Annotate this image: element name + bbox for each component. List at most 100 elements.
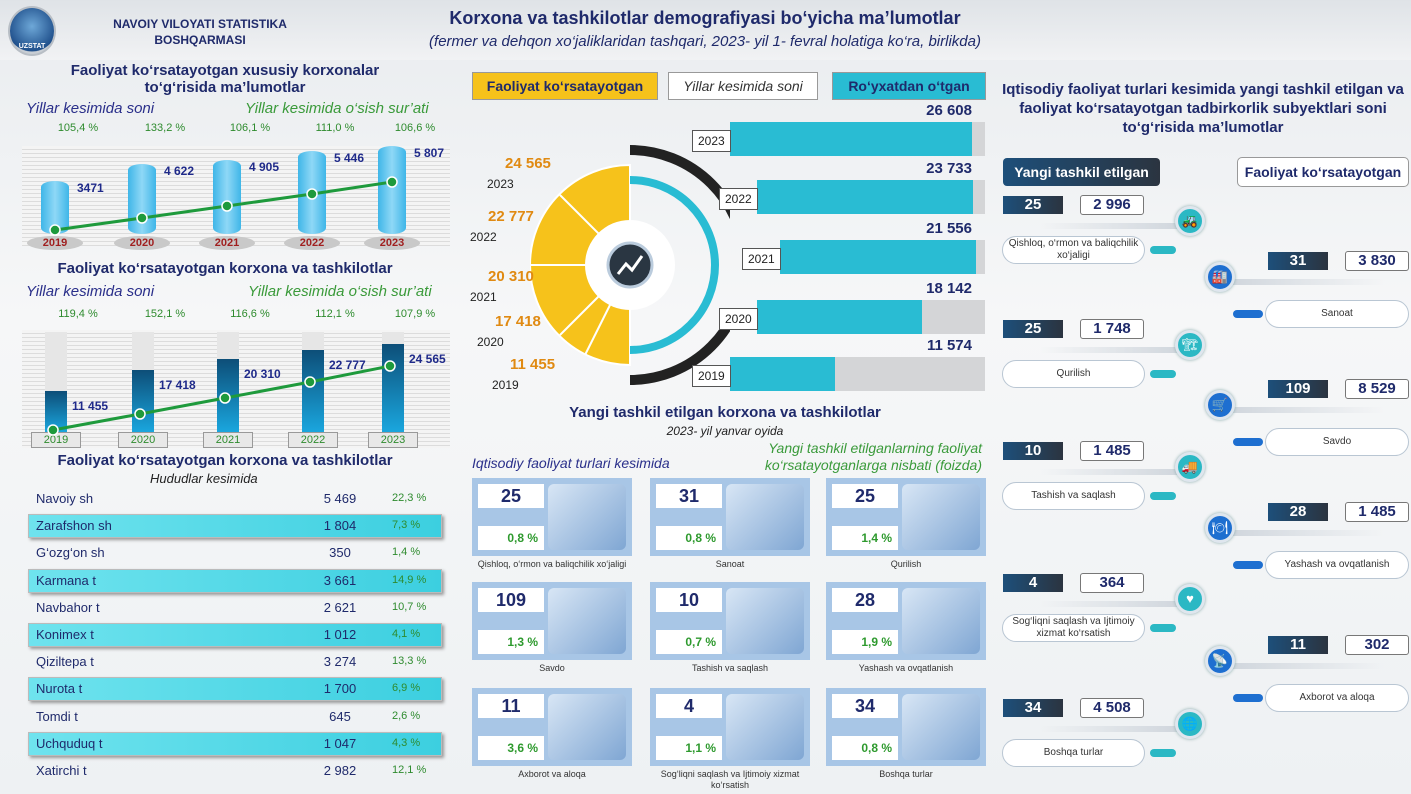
new-count: 11 (1268, 636, 1328, 654)
active-year: 2021 (470, 290, 497, 304)
bar-value: 5 807 (414, 146, 445, 160)
sector-card[interactable]: 4 1,1 % (650, 688, 810, 766)
year-label: 2022 (288, 432, 338, 448)
tab-years[interactable]: Yillar kesimida soni (668, 72, 818, 100)
active-title: Faoliyat ko‘rsatayotgan korxona va tashk… (57, 260, 393, 277)
connector-pill (1233, 561, 1263, 569)
sector-label: Savdo (539, 663, 565, 673)
factory-icon: 🏭 (1205, 262, 1235, 292)
region-value: 645 (329, 708, 351, 724)
new-count: 34 (832, 694, 898, 718)
ratio-pct: 1,3 % (478, 630, 544, 654)
year-label: 2023 (368, 432, 418, 448)
new-count: 28 (832, 588, 898, 612)
tab-active[interactable]: Faoliyat ko‘rsatayotgan (472, 72, 658, 100)
new-count: 31 (1268, 252, 1328, 270)
header-active: Faoliyat ko‘rsatayotgan (1237, 157, 1409, 187)
ratio-pct: 0,7 % (656, 630, 722, 654)
header-new: Yangi tashkil etilgan (1003, 158, 1160, 186)
region-name: Uchquduq t (36, 735, 103, 751)
region-value: 1 804 (323, 518, 357, 534)
new-title: Yangi tashkil etilgan korxona va tashkil… (569, 404, 881, 421)
connector-pill (1233, 310, 1263, 318)
sector-card[interactable]: 25 0,8 % (472, 478, 632, 556)
year-base: 2023 (364, 236, 420, 250)
sector-card[interactable]: 28 1,9 % (826, 582, 986, 660)
sector-label: Sog‘liqni saqlash va Ijtimoiy xizmat ko‘… (1002, 614, 1145, 642)
truck-icon: 🚚 (1175, 452, 1205, 482)
bar-value: 24 565 (409, 352, 446, 366)
sector-label: Tashish va saqlash (1002, 482, 1145, 510)
year-label: 2019 (692, 365, 731, 387)
new-count: 25 (832, 484, 898, 508)
region-name: G‘ozg‘on sh (36, 545, 105, 561)
cylinder-bar (378, 146, 406, 234)
connector-pill (1150, 246, 1176, 254)
fan-dividers (530, 194, 631, 356)
sector-card[interactable]: 31 0,8 % (650, 478, 810, 556)
cylinder-bar (298, 151, 326, 234)
ratio-pct: 0,8 % (832, 736, 898, 760)
globe-icon: 🌐 (1175, 709, 1205, 739)
table-row (28, 568, 442, 593)
sector-illustration-icon (902, 694, 980, 760)
ratio-pct: 1,4 % (832, 526, 898, 550)
fan-chart (530, 145, 730, 385)
bar-value: 20 310 (244, 367, 281, 381)
active-count: 2 996 (1080, 195, 1144, 215)
region-pct: 4,3 % (392, 736, 421, 749)
active-value: 22 777 (488, 208, 534, 225)
connector (1040, 601, 1185, 607)
new-count: 10 (1003, 442, 1063, 460)
connector-pill (1150, 492, 1176, 500)
new-count: 28 (1268, 503, 1328, 521)
active-count: 3 830 (1345, 251, 1409, 271)
crane-icon: 🏗 (1175, 330, 1205, 360)
table-row (28, 677, 442, 702)
growth-rate: 133,2 % (144, 122, 186, 134)
region-name: Tomdi t (36, 708, 78, 724)
org-name: NAVOIY VILOYATI STATISTIKA BOSHQARMASI (113, 17, 287, 47)
growth-rate: 105,4 % (57, 122, 99, 134)
dish-icon: 🍽 (1205, 513, 1235, 543)
right-caption: Yangi tashkil etilganlarning faoliyat ko… (764, 440, 982, 473)
sector-card[interactable]: 34 0,8 % (826, 688, 986, 766)
active-count: 302 (1345, 635, 1409, 655)
bar-fill (302, 350, 324, 432)
sector-label: Boshqa turlar (1002, 739, 1145, 767)
sector-card[interactable]: 109 1,3 % (472, 582, 632, 660)
active-year: 2019 (492, 378, 519, 392)
year-label: 2021 (742, 248, 781, 270)
sector-card[interactable]: 11 3,6 % (472, 688, 632, 766)
registered-bar (757, 180, 973, 214)
sector-illustration-icon (726, 588, 804, 654)
table-row (28, 514, 442, 539)
table-row (28, 623, 442, 647)
connector-pill (1150, 624, 1176, 632)
sector-label: Yashash va ovqatlanish (1265, 551, 1409, 579)
table-row (28, 731, 442, 756)
tab-registered[interactable]: Ro‘yxatdan o‘tgan (832, 72, 986, 100)
heart-icon: ♥ (1175, 584, 1205, 614)
connector (1040, 223, 1185, 229)
new-count: 25 (478, 484, 544, 508)
sector-label: Tashish va saqlash (691, 663, 769, 673)
year-label: 2019 (31, 432, 81, 448)
region-pct: 6,9 % (392, 682, 421, 695)
year-label: 2021 (203, 432, 253, 448)
new-subtitle: 2023- yil yanvar oyida (666, 424, 784, 438)
region-pct: 14,9 % (392, 573, 427, 586)
sector-card[interactable]: 25 1,4 % (826, 478, 986, 556)
sector-illustration-icon (902, 588, 980, 654)
active-sub-left: Yillar kesimida soni (26, 283, 155, 300)
sector-card[interactable]: 10 0,7 % (650, 582, 810, 660)
growth-arrow-icon (616, 255, 644, 275)
new-count: 25 (1003, 320, 1063, 338)
active-count: 1 748 (1080, 319, 1144, 339)
new-count: 11 (478, 694, 544, 718)
active-count: 4 508 (1080, 698, 1144, 718)
region-value: 3 661 (323, 572, 357, 588)
year-label: 2020 (719, 308, 758, 330)
year-label: 2023 (692, 130, 731, 152)
header (0, 0, 1411, 60)
